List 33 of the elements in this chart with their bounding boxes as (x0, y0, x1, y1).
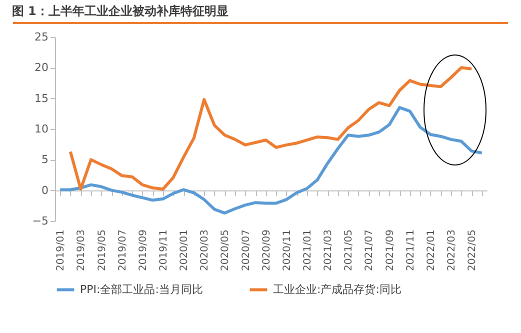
y-tick-label: 5 (42, 153, 48, 166)
x-tick-label: 2022/05 (467, 230, 478, 272)
y-tick-label: 15 (34, 92, 48, 105)
legend-label: PPI:全部工业品:当月同比 (80, 282, 203, 296)
x-tick-label: 2021/07 (364, 230, 376, 272)
x-tick-label: 2022/01 (426, 230, 437, 272)
line-series (58, 106, 484, 215)
x-tick-label: 2021/03 (323, 230, 334, 272)
y-tick-label: 10 (34, 122, 48, 136)
x-tick-label: 2020/01 (179, 230, 190, 272)
x-tick-label: 2019/01 (56, 230, 67, 272)
y-tick-label: 20 (34, 61, 48, 74)
x-tick-label: 2019/09 (138, 230, 149, 272)
x-tick-label: 2022/03 (446, 230, 458, 272)
x-tick-label: 2021/11 (405, 230, 416, 272)
x-tick-label: 2021/01 (302, 230, 314, 272)
x-tick-label: 2020/09 (261, 230, 272, 272)
x-tick-label: 2020/07 (240, 230, 252, 272)
x-tick-label: 2020/11 (282, 230, 293, 272)
legend-label: 工业企业:产成品存货:同比 (273, 282, 402, 296)
x-tick-label: 2021/09 (384, 230, 396, 272)
x-tick-label: 2019/05 (96, 230, 108, 272)
x-tick-label: 2019/03 (76, 230, 88, 272)
y-tick-label: 0 (42, 184, 48, 197)
line-series (68, 66, 474, 191)
x-tick-label: 2019/07 (117, 230, 128, 272)
x-tick-label: 2019/11 (158, 230, 170, 272)
y-tick-label: 25 (34, 30, 48, 44)
y-tick-label: −5 (32, 214, 48, 228)
x-tick-label: 2020/03 (200, 230, 211, 272)
x-tick-label: 2021/05 (344, 230, 355, 272)
x-tick-label: 2020/05 (220, 230, 232, 272)
chart-title: 图 1：上半年工业企业被动补库特征明显 (12, 4, 228, 18)
